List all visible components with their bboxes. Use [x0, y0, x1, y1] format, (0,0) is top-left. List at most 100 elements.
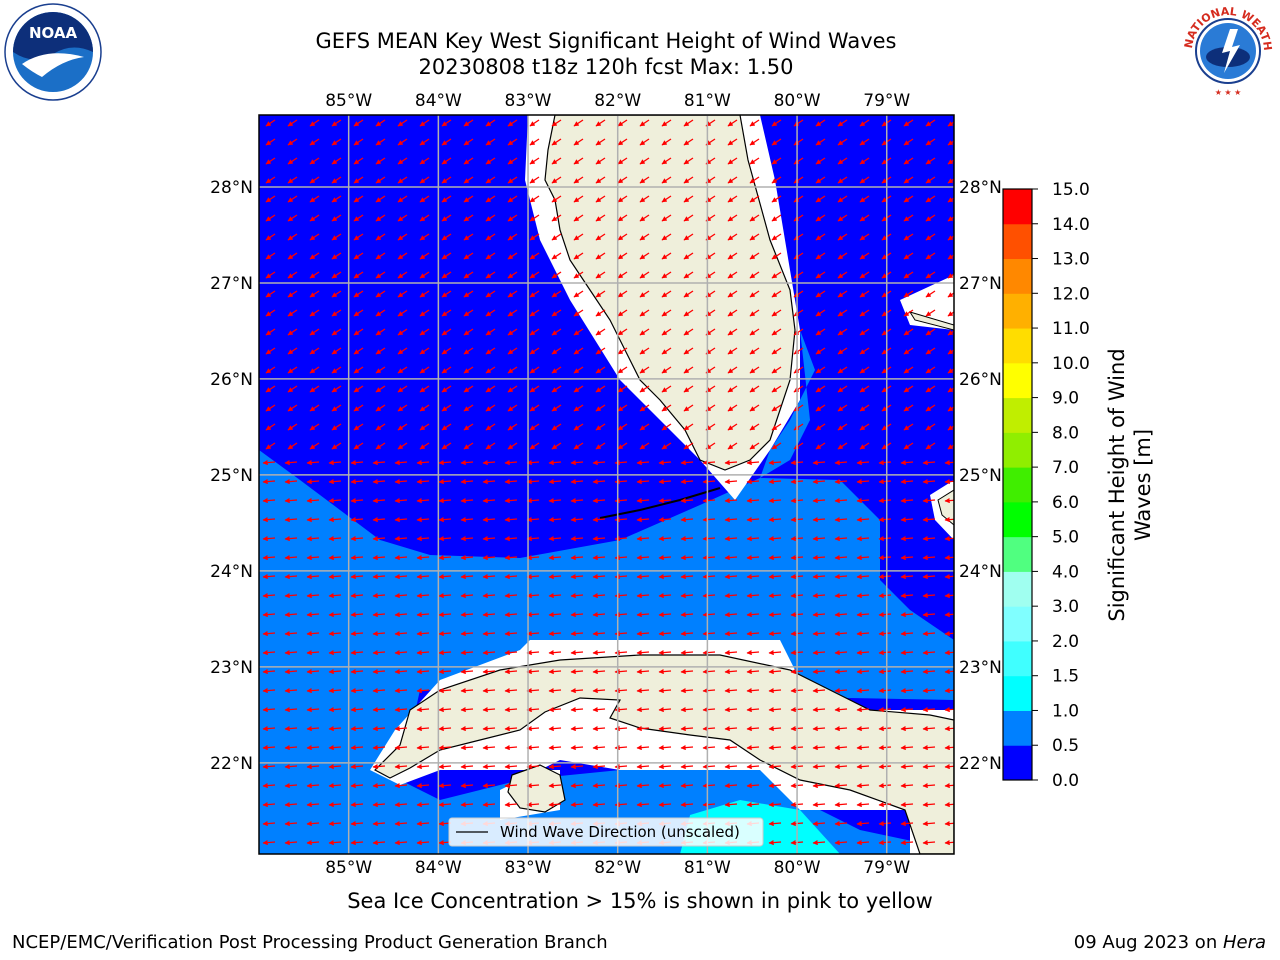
- lon-tick-label-bottom: 79°W: [863, 858, 910, 878]
- wave-arrow: [903, 290, 914, 298]
- wave-arrow: [724, 631, 738, 637]
- wave-arrow: [573, 290, 584, 298]
- wave-arrow: [485, 252, 496, 260]
- colorbar-tick-label: 7.0: [1052, 458, 1079, 478]
- wave-arrow: [749, 195, 760, 203]
- wave-arrow: [394, 517, 408, 523]
- wave-arrow: [925, 328, 936, 336]
- wave-arrow: [419, 119, 430, 127]
- wave-arrow: [262, 517, 276, 523]
- wave-arrow: [947, 406, 954, 412]
- wave-arrow: [592, 726, 606, 732]
- wave-arrow: [416, 574, 430, 580]
- wave-arrow: [504, 593, 518, 599]
- wave-arrow: [570, 574, 584, 580]
- wave-arrow: [812, 688, 826, 694]
- wave-arrow: [485, 119, 496, 127]
- wave-arrow: [482, 536, 496, 542]
- wave-arrow: [837, 176, 848, 184]
- wave-arrow: [636, 612, 650, 618]
- wave-arrow: [617, 290, 628, 298]
- wave-arrow: [416, 479, 430, 485]
- wave-arrow: [856, 688, 870, 694]
- wave-arrow: [463, 214, 474, 222]
- wave-arrow: [287, 423, 298, 431]
- wave-arrow: [573, 176, 584, 184]
- wave-arrow: [636, 574, 650, 580]
- wave-arrow: [328, 726, 342, 732]
- wave-arrow: [746, 479, 760, 485]
- wave-arrow: [350, 593, 364, 599]
- wave-arrow: [284, 669, 298, 675]
- wave-arrow: [768, 536, 782, 542]
- wave-arrow: [771, 347, 782, 355]
- wave-arrow: [284, 460, 298, 466]
- wave-arrow: [551, 347, 562, 355]
- wave-arrow: [815, 119, 826, 127]
- colorbar-tick-label: 3.0: [1052, 597, 1079, 617]
- wave-arrow: [944, 650, 954, 656]
- wave-arrow: [526, 631, 540, 637]
- wave-arrow: [661, 442, 672, 450]
- wave-arrow: [397, 252, 408, 260]
- wave-arrow: [944, 688, 954, 694]
- wave-arrow: [925, 233, 936, 241]
- wave-arrow: [636, 536, 650, 542]
- wave-arrow: [771, 271, 782, 279]
- wave-arrow: [485, 347, 496, 355]
- lat-tick-label-right: 24°N: [959, 562, 1002, 582]
- lon-tick-label-bottom: 80°W: [774, 858, 821, 878]
- wave-arrow: [482, 460, 496, 466]
- wave-arrow: [683, 347, 694, 355]
- wave-arrow: [526, 707, 540, 713]
- wave-arrow: [771, 366, 782, 374]
- wave-arrow: [416, 498, 430, 504]
- wave-arrow: [397, 157, 408, 165]
- wave-arrow: [438, 650, 452, 656]
- wave-arrow: [526, 574, 540, 580]
- wave-arrow: [793, 404, 804, 412]
- wave-arrow: [617, 385, 628, 393]
- wave-arrow: [639, 214, 650, 222]
- wave-arrow: [463, 119, 474, 127]
- wave-arrow: [328, 498, 342, 504]
- colorbar-tick-label: 13.0: [1052, 250, 1090, 270]
- wave-arrow: [416, 631, 430, 637]
- wave-arrow: [639, 176, 650, 184]
- wave-arrow: [463, 271, 474, 279]
- wave-arrow: [309, 309, 320, 317]
- wave-arrow: [507, 347, 518, 355]
- wave-arrow: [463, 404, 474, 412]
- wave-arrow: [573, 138, 584, 146]
- wave-arrow: [658, 669, 672, 675]
- wave-arrow: [749, 442, 760, 450]
- wave-arrow: [702, 536, 716, 542]
- wave-arrow: [460, 593, 474, 599]
- wave-arrow: [482, 745, 496, 751]
- wave-arrow: [595, 404, 606, 412]
- wave-arrow: [287, 214, 298, 222]
- wave-arrow: [617, 176, 628, 184]
- wave-arrow: [570, 650, 584, 656]
- lon-tick-label-top: 85°W: [325, 91, 372, 111]
- wave-arrow: [372, 688, 386, 694]
- wave-arrow: [529, 214, 540, 222]
- wave-arrow: [485, 423, 496, 431]
- wave-arrow: [460, 631, 474, 637]
- wave-arrow: [636, 688, 650, 694]
- wave-arrow: [903, 347, 914, 355]
- wave-arrow: [592, 536, 606, 542]
- wave-arrow: [284, 517, 298, 523]
- chart-title: GEFS MEAN Key West Significant Height of…: [315, 29, 897, 53]
- wave-arrow: [482, 479, 496, 485]
- wave-arrow: [504, 517, 518, 523]
- wave-arrow: [702, 688, 716, 694]
- wave-arrow: [859, 157, 870, 165]
- wave-arrow: [639, 271, 650, 279]
- wave-arrow: [768, 669, 782, 675]
- wave-arrow: [306, 517, 320, 523]
- wave-arrow: [328, 631, 342, 637]
- wave-arrow: [944, 612, 954, 618]
- wave-arrow: [636, 479, 650, 485]
